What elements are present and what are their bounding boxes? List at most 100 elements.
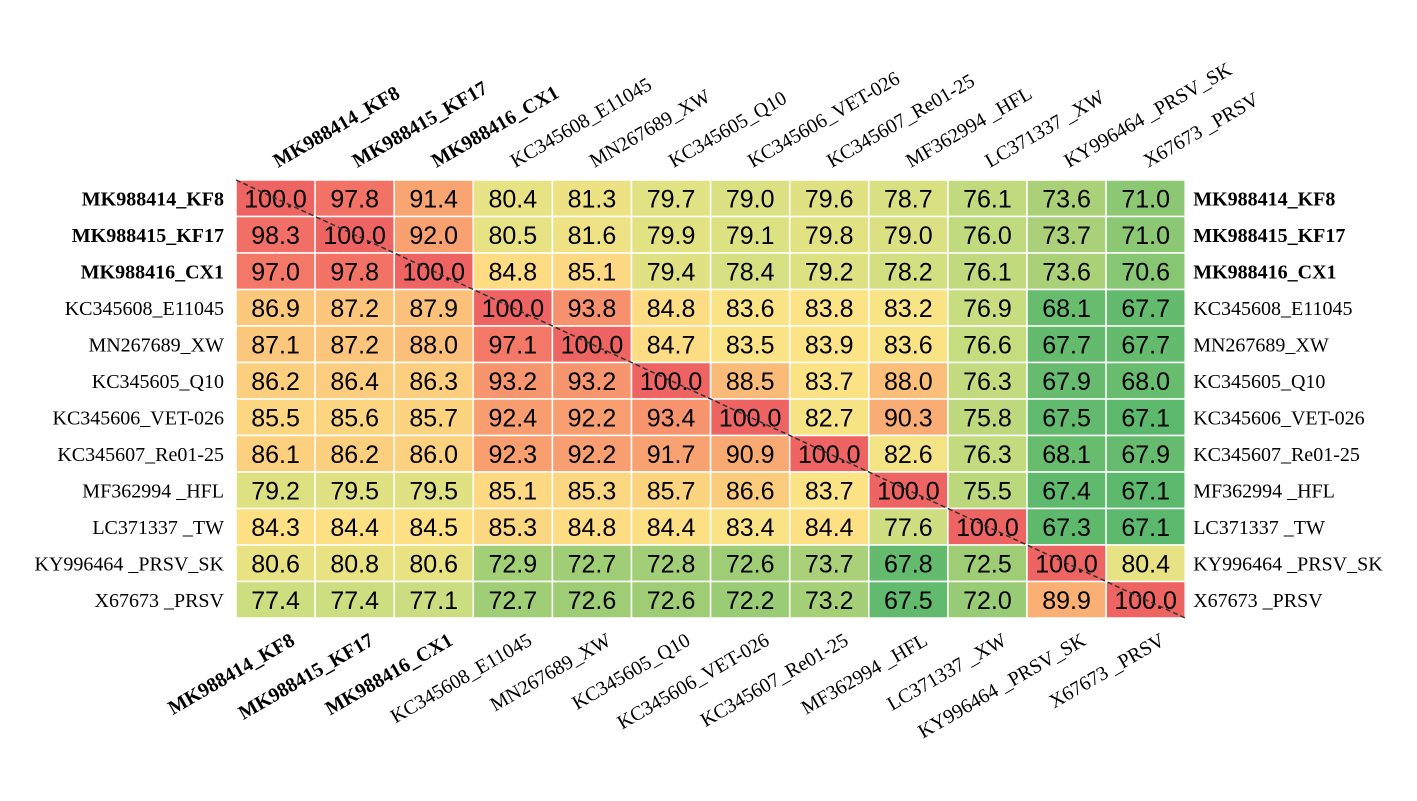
heatmap-cell-4-5 xyxy=(630,325,712,364)
cell-value-2-1: 97.8 xyxy=(330,258,379,286)
heatmap-cell-9-2 xyxy=(393,507,475,546)
cell-value-2-6: 78.4 xyxy=(726,258,775,286)
cell-value-6-9: 75.8 xyxy=(963,404,1012,432)
cell-value-0-9: 76.1 xyxy=(963,185,1012,213)
heatmap-cell-9-6 xyxy=(709,507,791,546)
cell-value-1-4: 81.6 xyxy=(568,222,617,250)
heatmap-cell-5-11 xyxy=(1105,361,1186,400)
cell-value-0-8: 78.7 xyxy=(884,185,933,213)
cell-value-1-0: 98.3 xyxy=(251,222,300,250)
cell-value-9-11: 67.1 xyxy=(1121,514,1170,542)
row-label-right-kc345606-vet-026: KC345606_VET-026 xyxy=(1193,407,1364,429)
cell-value-0-4: 81.3 xyxy=(568,185,617,213)
heatmap-cell-0-8 xyxy=(868,179,949,218)
heatmap-cell-3-5 xyxy=(630,288,712,327)
diagonal-line xyxy=(235,179,1186,619)
cell-value-5-4: 93.2 xyxy=(568,368,617,396)
cell-value-7-5: 91.7 xyxy=(647,441,696,469)
row-label-right-mn267689-xw: MN267689_XW xyxy=(1193,334,1329,356)
cell-value-7-4: 92.2 xyxy=(568,441,617,469)
cell-value-10-3: 72.9 xyxy=(489,550,538,578)
cell-value-3-6: 83.6 xyxy=(726,295,775,323)
col-label-bottom-mk988414-kf8: MK988414_KF8 xyxy=(164,629,298,719)
cell-value-0-2: 91.4 xyxy=(409,185,458,213)
row-label-left-mk988415-kf17: MK988415_KF17 xyxy=(72,225,224,247)
row-label-left-kc345605-q10: KC345605_Q10 xyxy=(92,371,224,393)
cell-value-1-8: 79.0 xyxy=(884,222,933,250)
cell-value-11-4: 72.6 xyxy=(568,587,617,615)
cell-value-4-2: 88.0 xyxy=(409,331,458,359)
cell-value-10-5: 72.8 xyxy=(647,550,696,578)
col-label-bottom-mk988415-kf17: MK988415_KF17 xyxy=(235,629,378,724)
row-label-right-mk988414-kf8: MK988414_KF8 xyxy=(1193,188,1335,210)
cell-value-8-11: 67.1 xyxy=(1121,477,1170,505)
cell-value-10-6: 72.6 xyxy=(726,550,775,578)
cell-value-11-9: 72.0 xyxy=(963,587,1012,615)
heatmap-cell-11-3 xyxy=(472,580,554,619)
col-label-top-mk988414-kf8: MK988414_KF8 xyxy=(270,82,404,172)
cell-value-7-3: 92.3 xyxy=(489,441,538,469)
cell-value-1-6: 79.1 xyxy=(726,222,775,250)
heatmap-cell-11-9 xyxy=(947,580,1028,619)
cell-value-0-6: 79.0 xyxy=(726,185,775,213)
cell-value-10-11: 80.4 xyxy=(1121,550,1170,578)
cell-value-5-1: 86.4 xyxy=(330,368,379,396)
heatmap-cell-0-2 xyxy=(393,179,475,218)
cell-value-0-10: 73.6 xyxy=(1042,185,1091,213)
heatmap-cell-9-3 xyxy=(472,507,554,546)
cell-value-1-2: 92.0 xyxy=(409,222,458,250)
cell-value-4-5: 84.7 xyxy=(647,331,696,359)
cell-value-2-0: 97.0 xyxy=(251,258,300,286)
cell-value-8-10: 67.4 xyxy=(1042,477,1091,505)
cell-value-1-9: 76.0 xyxy=(963,222,1012,250)
cell-value-11-5: 72.6 xyxy=(647,587,696,615)
heatmap-cell-2-5 xyxy=(630,252,712,291)
heatmap-cell-8-5 xyxy=(630,471,712,510)
heatmap-cell-2-11 xyxy=(1105,252,1186,291)
cell-value-0-11: 71.0 xyxy=(1121,185,1170,213)
cell-value-8-7: 83.7 xyxy=(805,477,854,505)
cell-value-7-6: 90.9 xyxy=(726,441,775,469)
cell-value-7-7: 100.0 xyxy=(798,441,861,469)
heatmap-cell-0-11 xyxy=(1105,179,1186,218)
cell-value-11-1: 77.4 xyxy=(330,587,379,615)
cell-value-4-10: 67.7 xyxy=(1042,331,1091,359)
cell-value-6-1: 85.6 xyxy=(330,404,379,432)
cell-value-11-6: 72.2 xyxy=(726,587,775,615)
heatmap-cell-10-4 xyxy=(551,544,633,583)
cell-value-2-9: 76.1 xyxy=(963,258,1012,286)
cell-value-11-2: 77.1 xyxy=(409,587,458,615)
cell-value-7-2: 86.0 xyxy=(409,441,458,469)
cell-value-6-8: 90.3 xyxy=(884,404,933,432)
cell-value-3-1: 87.2 xyxy=(330,295,379,323)
row-label-left-mk988414-kf8: MK988414_KF8 xyxy=(82,188,224,210)
heatmap-cell-1-4 xyxy=(551,215,633,254)
cell-value-5-11: 68.0 xyxy=(1121,368,1170,396)
cell-value-4-0: 87.1 xyxy=(251,331,300,359)
cell-value-5-5: 100.0 xyxy=(640,368,703,396)
row-label-right-mk988415-kf17: MK988415_KF17 xyxy=(1193,225,1345,247)
cell-value-9-1: 84.4 xyxy=(330,514,379,542)
cell-value-7-11: 67.9 xyxy=(1121,441,1170,469)
heatmap-cell-2-8 xyxy=(868,252,949,291)
cell-value-4-3: 97.1 xyxy=(489,331,538,359)
cell-value-2-5: 79.4 xyxy=(647,258,696,286)
cell-value-10-4: 72.7 xyxy=(568,550,617,578)
cell-value-4-8: 83.6 xyxy=(884,331,933,359)
cell-value-11-10: 89.9 xyxy=(1042,587,1091,615)
cell-value-2-8: 78.2 xyxy=(884,258,933,286)
row-label-left-x67673-prsv: X67673 _PRSV xyxy=(95,590,225,612)
cell-value-6-6: 100.0 xyxy=(719,404,782,432)
cell-value-3-8: 83.2 xyxy=(884,295,933,323)
row-label-left-kc345608-e11045: KC345608_E11045 xyxy=(65,298,224,320)
cell-value-9-2: 84.5 xyxy=(409,514,458,542)
cell-value-2-11: 70.6 xyxy=(1121,258,1170,286)
cell-value-9-10: 67.3 xyxy=(1042,514,1091,542)
heatmap-cell-2-9 xyxy=(947,252,1028,291)
cell-value-3-2: 87.9 xyxy=(409,295,458,323)
row-label-right-mk988416-cx1: MK988416_CX1 xyxy=(1193,261,1336,283)
cell-value-5-8: 88.0 xyxy=(884,368,933,396)
cell-value-11-3: 72.7 xyxy=(489,587,538,615)
cell-value-7-10: 68.1 xyxy=(1042,441,1091,469)
cell-value-1-5: 79.9 xyxy=(647,222,696,250)
